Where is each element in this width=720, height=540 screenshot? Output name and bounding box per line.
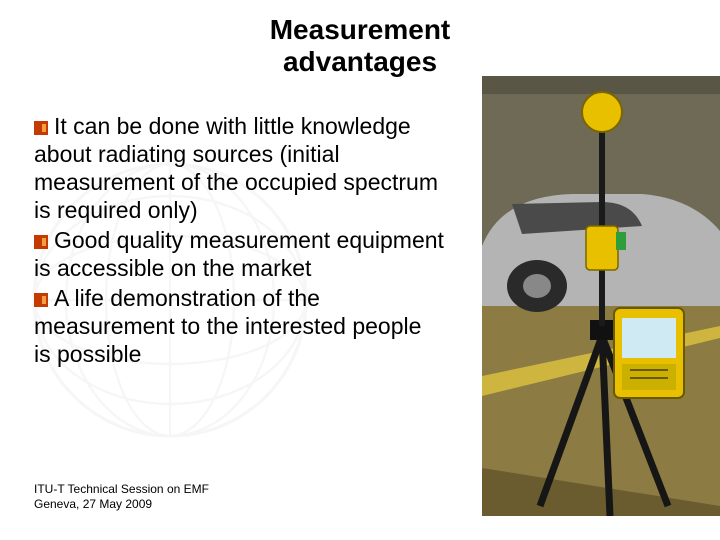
title-line-2: advantages: [283, 46, 437, 77]
bullet-icon: [34, 235, 48, 249]
footer-line-2: Geneva, 27 May 2009: [34, 497, 152, 511]
bullet-icon: [34, 121, 48, 135]
list-item: Good quality measurement equipment is ac…: [34, 226, 444, 282]
equipment-photo: [482, 76, 720, 516]
bullet-list: It can be done with little knowledge abo…: [34, 112, 444, 370]
list-item: A life demonstration of the measurement …: [34, 284, 444, 368]
slide-title: Measurement advantages: [0, 14, 720, 78]
title-line-1: Measurement: [270, 14, 451, 45]
bullet-text: A life demonstration of the measurement …: [34, 285, 421, 367]
footer-line-1: ITU-T Technical Session on EMF: [34, 482, 209, 496]
bullet-text: Good quality measurement equipment is ac…: [34, 227, 444, 281]
list-item: It can be done with little knowledge abo…: [34, 112, 444, 224]
bullet-text: It can be done with little knowledge abo…: [34, 113, 438, 223]
slide-footer: ITU-T Technical Session on EMF Geneva, 2…: [34, 482, 209, 512]
bullet-icon: [34, 293, 48, 307]
slide: Measurement advantages It can be done wi…: [0, 0, 720, 540]
